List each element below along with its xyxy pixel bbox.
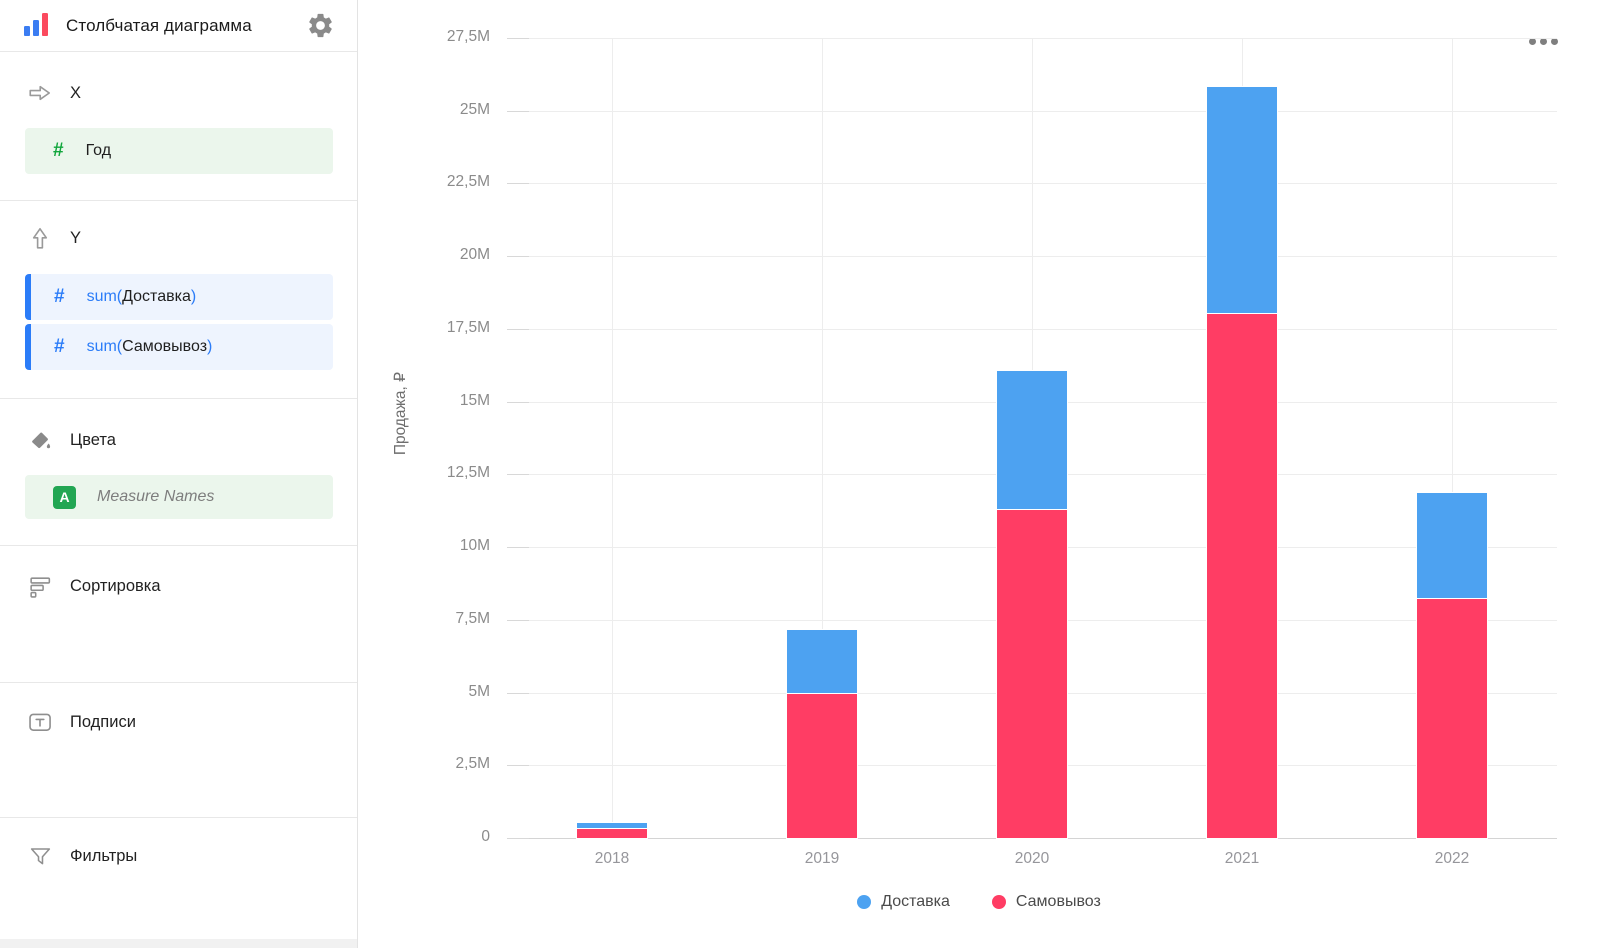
section-colors: Цвета A Measure Names: [0, 398, 357, 545]
legend-dot-icon: [857, 895, 872, 909]
chart-type-title: Столбчатая диаграмма: [66, 15, 252, 35]
y-axis-tick: [507, 547, 529, 549]
y-axis-tick-label: 12,5M: [446, 464, 490, 482]
x-axis-category-label: 2020: [1014, 850, 1050, 867]
bar-segment-доставка-2022[interactable]: [1417, 492, 1487, 598]
x-axis-category-label: 2019: [804, 850, 840, 867]
field-chip-sum-samovyvoz[interactable]: # sum(Самовывоз): [25, 324, 333, 370]
y-axis-tick: [507, 765, 529, 767]
x-axis-category-label: 2021: [1224, 850, 1260, 867]
x-axis-category-label: 2022: [1434, 850, 1470, 867]
y-axis-tick-label: 22,5M: [446, 173, 490, 191]
y-axis-tick: [507, 619, 529, 621]
field-chip-sum-dostavka[interactable]: # sum(Доставка): [25, 274, 333, 320]
y-axis-tick: [507, 328, 529, 330]
legend-item-доставка[interactable]: Доставка: [857, 893, 950, 911]
y-axis-tick: [507, 183, 529, 185]
y-axis-tick: [507, 838, 529, 839]
section-filters: Фильтры: [0, 817, 357, 948]
x-axis-line: [507, 838, 1557, 839]
section-labels-label: Подписи: [70, 712, 136, 731]
section-x-label: X: [70, 83, 82, 102]
legend-dot-icon: [991, 895, 1006, 909]
paint-bucket-icon: [27, 428, 53, 453]
filter-funnel-icon: [27, 844, 53, 869]
text-label-icon: [27, 709, 53, 735]
sidebar-header: Столбчатая диаграмма: [0, 0, 357, 52]
sidebar-scroll-strip: [0, 939, 357, 948]
bar-chart-logo-icon: [24, 13, 48, 36]
gridline-vertical: [612, 38, 613, 838]
arrow-up-icon: [27, 225, 53, 251]
bar-segment-самовывоз-2019[interactable]: [787, 693, 857, 838]
number-field-icon: #: [54, 336, 65, 357]
y-axis-title: Продажа, ₽: [392, 372, 409, 456]
field-chip-god[interactable]: # Год: [25, 128, 333, 174]
section-x: X # Год: [0, 52, 357, 200]
legend-item-самовывоз[interactable]: Самовывоз: [991, 893, 1101, 911]
arrow-right-icon: [27, 80, 53, 106]
field-chip-measure-names[interactable]: A Measure Names: [25, 475, 333, 519]
y-axis-tick-label: 0: [481, 828, 490, 845]
bar-segment-самовывоз-2018[interactable]: [577, 828, 647, 838]
bar-segment-самовывоз-2022[interactable]: [1417, 597, 1487, 838]
y-axis-tick-label: 20M: [459, 246, 490, 264]
sort-bars-icon: [27, 574, 53, 599]
y-axis-tick-label: 15M: [459, 391, 490, 409]
y-axis-tick-label: 25M: [459, 100, 490, 118]
y-axis-tick: [507, 401, 529, 403]
chart-settings-sidebar: Столбчатая диаграмма X # Год: [0, 0, 358, 948]
section-sort-label: Сортировка: [70, 577, 161, 595]
bar-segment-самовывоз-2021[interactable]: [1207, 312, 1277, 838]
y-axis-tick-label: 17,5M: [446, 318, 490, 336]
x-axis-category-label: 2018: [594, 850, 630, 867]
section-filters-label: Фильтры: [70, 847, 138, 865]
plot-area: 0 2,5M 5M 7,5M 10M 12,5M 15M 17,5M 20M 22,5M 25M 27…: [447, 28, 1557, 867]
y-axis-tick: [507, 256, 529, 258]
y-axis-tick-label: 27,5M: [446, 28, 490, 45]
bar-segment-доставка-2020[interactable]: [997, 371, 1067, 509]
bar-segment-самовывоз-2020[interactable]: [997, 508, 1067, 838]
chart-legend: Доставка Самовывоз: [358, 888, 1600, 916]
y-axis-tick-label: 2,5M: [455, 755, 490, 773]
section-labels: Подписи: [0, 682, 357, 817]
gridline-vertical: [822, 38, 823, 838]
y-axis-tick: [507, 110, 529, 112]
bar-segment-доставка-2018[interactable]: [577, 822, 647, 829]
number-field-icon: #: [54, 286, 65, 307]
y-axis-tick: [507, 692, 529, 694]
gear-icon[interactable]: [306, 11, 335, 40]
section-sort: Сортировка: [0, 545, 357, 682]
legend-label: Доставка: [881, 893, 950, 910]
chart-preview-panel: Продажа, ₽ 0 2,5M 5M 7,5M 10M 12,5M 15M 17,5M 20…: [358, 0, 1600, 948]
bar-segment-доставка-2021[interactable]: [1207, 86, 1277, 313]
y-axis-tick-label: 10M: [459, 537, 490, 555]
gridline-vertical: [1452, 38, 1453, 838]
string-field-icon: A: [53, 485, 76, 509]
section-y-label: Y: [70, 228, 82, 247]
number-field-icon: #: [53, 140, 64, 161]
bar-segment-доставка-2019[interactable]: [787, 630, 857, 694]
y-axis-tick-label: 5M: [468, 682, 490, 700]
legend-label: Самовывоз: [1015, 893, 1101, 910]
y-axis-tick: [507, 38, 529, 39]
y-axis-tick: [507, 474, 529, 476]
y-axis-tick-label: 7,5M: [455, 609, 490, 627]
chart-menu-icon[interactable]: [1529, 38, 1558, 45]
section-colors-label: Цвета: [70, 431, 116, 449]
section-y: Y # sum(Доставка) # sum(Самовывоз): [0, 200, 357, 398]
